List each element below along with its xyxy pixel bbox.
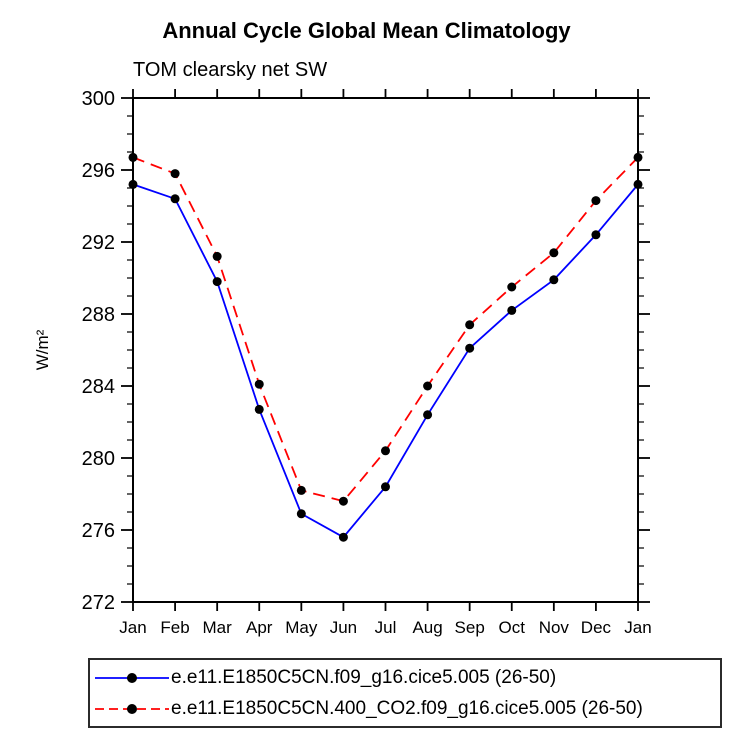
y-tick-label: 280 [82, 448, 115, 470]
y-tick-label: 300 [82, 88, 115, 110]
data-point-marker [338, 532, 348, 542]
data-point-marker [507, 282, 517, 292]
data-point-marker [591, 196, 601, 206]
legend-swatch-solid-blue [95, 672, 169, 683]
x-tick-label: Mar [203, 618, 233, 637]
x-tick-label: Dec [581, 618, 612, 637]
y-axis-label: W/m² [33, 329, 52, 370]
x-tick-label: Jan [119, 618, 146, 637]
data-point-marker [170, 169, 180, 179]
legend-marker-dot [127, 672, 137, 683]
plot-frame [132, 97, 639, 603]
legend-marker-dot [127, 703, 137, 714]
legend-swatch-dashed-red [95, 703, 169, 714]
data-point-marker [254, 404, 264, 414]
data-point-marker [633, 179, 643, 189]
data-point-marker [381, 482, 390, 492]
data-point-marker [549, 248, 559, 258]
legend: e.e11.E1850C5CN.f09_g16.cice5.005 (26-50… [88, 658, 722, 728]
x-tick-label: Sep [455, 618, 485, 637]
y-tick-label: 288 [82, 304, 115, 326]
data-point-marker [128, 179, 138, 189]
legend-item: e.e11.E1850C5CN.f09_g16.cice5.005 (26-50… [93, 662, 720, 693]
x-tick-label: Jul [375, 618, 397, 637]
data-point-marker [296, 509, 306, 519]
chart-plot-area: 272 276 280 284 288 292 296 300 Jan Feb Mar Apr May J… [33, 88, 652, 637]
x-tick-label: Nov [539, 618, 570, 637]
data-point-marker [423, 410, 433, 420]
y-tick-label: 276 [82, 520, 115, 542]
data-point-marker [465, 320, 475, 330]
data-point-marker [338, 496, 348, 506]
data-point-marker [423, 381, 433, 391]
data-point-marker [212, 251, 222, 261]
data-point-marker [465, 343, 475, 353]
data-point-marker [507, 305, 517, 315]
y-tick-label: 292 [82, 232, 115, 254]
x-tick-label: May [285, 618, 318, 637]
legend-label: e.e11.E1850C5CN.f09_g16.cice5.005 (26-50… [171, 666, 557, 688]
y-tick-label: 296 [82, 160, 115, 182]
data-point-marker [128, 152, 138, 162]
y-tick-label: 284 [82, 376, 115, 398]
x-tick-label: Apr [246, 618, 273, 637]
data-point-marker [296, 485, 306, 495]
x-tick-label: Jan [624, 618, 651, 637]
data-point-marker [212, 277, 222, 287]
data-point-marker [633, 152, 643, 162]
x-tick-label: Feb [160, 618, 189, 637]
data-point-marker [591, 230, 601, 240]
data-point-marker [381, 446, 390, 456]
legend-item: e.e11.E1850C5CN.400_CO2.f09_g16.cice5.00… [93, 693, 720, 724]
y-tick-label: 272 [82, 592, 115, 614]
page-title: Annual Cycle Global Mean Climatology [162, 18, 571, 43]
chart-subtitle: TOM clearsky net SW [133, 59, 328, 81]
x-tick-label: Oct [499, 618, 526, 637]
legend-label: e.e11.E1850C5CN.400_CO2.f09_g16.cice5.00… [171, 697, 643, 719]
data-point-marker [549, 275, 559, 285]
data-point-marker [254, 379, 264, 389]
x-tick-label: Jun [330, 618, 357, 637]
data-point-marker [170, 194, 180, 204]
x-tick-label: Aug [412, 618, 442, 637]
